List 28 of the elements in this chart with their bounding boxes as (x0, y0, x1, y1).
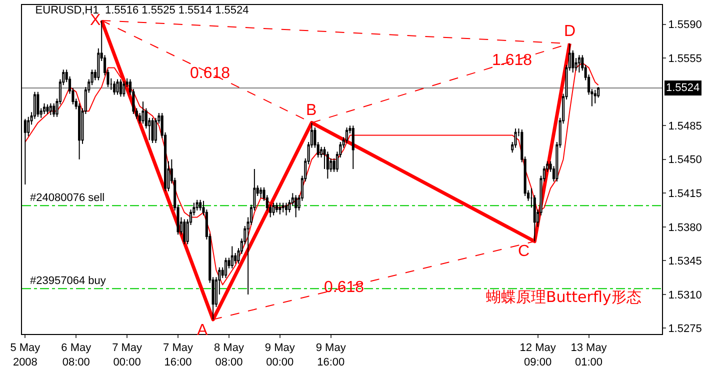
annotation: D (564, 23, 576, 40)
ref-line-label: 1.5524 (666, 82, 700, 94)
annotation: B (306, 102, 317, 119)
x-tick-label: 13 May 01:00 (570, 342, 608, 368)
annotation: X (90, 12, 101, 29)
y-tick-label: 1.5590 (668, 19, 702, 32)
x-tick-label: 5 May 2008 (10, 342, 41, 368)
x-tick-label: 8 May 08:00 (214, 342, 244, 368)
y-tick-label: 1.5450 (668, 154, 702, 166)
y-tick-label: 1.5415 (668, 188, 702, 200)
x-tick-label: 7 May 16:00 (163, 342, 194, 368)
annotation: 1.618 (492, 52, 532, 69)
y-tick-label: 1.5380 (668, 222, 702, 234)
x-tick-label: 9 May 16:00 (316, 342, 346, 368)
y-tick-label: 1.5345 (668, 256, 702, 268)
annotation: 蝴蝶原理Butterfly形态 (486, 288, 642, 306)
y-tick-label: 1.5310 (668, 289, 702, 302)
y-tick-label: 1.5555 (668, 52, 702, 65)
x-tick-label: 9 May 00:00 (264, 342, 296, 368)
x-tick-label: 12 May 09:00 (520, 342, 556, 368)
ref-line-label: #23957064 buy (30, 275, 106, 287)
annotation: C (518, 243, 530, 260)
ref-line-label: #24080076 sell (30, 192, 105, 204)
y-tick-label: 1.5275 (668, 323, 702, 336)
x-tick-label: 6 May 08:00 (61, 342, 92, 368)
annotation: 0.618 (190, 65, 230, 82)
x-tick-label: 7 May 00:00 (112, 342, 143, 368)
y-tick-label: 1.5485 (668, 120, 702, 132)
